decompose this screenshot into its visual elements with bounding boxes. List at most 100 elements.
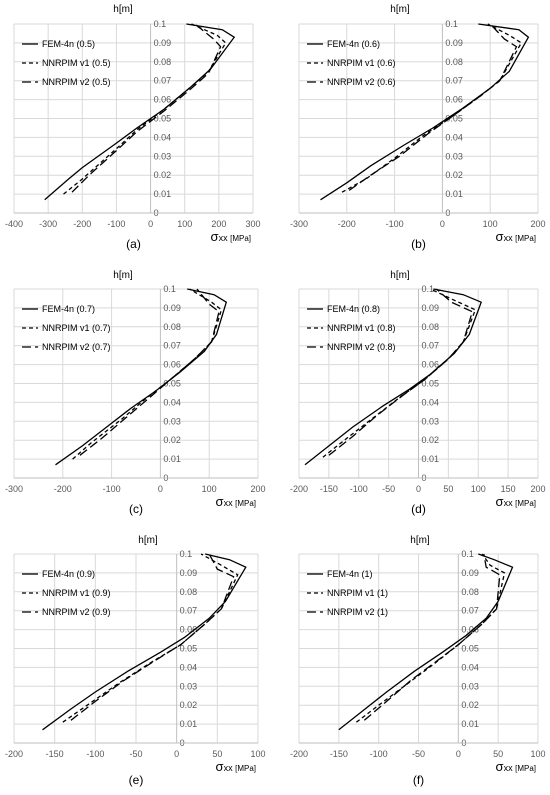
- y-tick-label: 0.05: [180, 644, 198, 654]
- x-axis-title-unit: [MPa]: [235, 499, 256, 508]
- x-tick-label: 100: [471, 484, 486, 494]
- chart-panel-4: -200 -150 -100 -50 0 50 100 150 20000.010.020.03…: [290, 270, 546, 516]
- y-tick-label: 0.03: [180, 681, 198, 691]
- y-tick-label: 0.03: [461, 681, 479, 691]
- x-axis-title: σxx [MPa]: [216, 759, 256, 774]
- y-tick-label: 0.07: [180, 606, 198, 616]
- x-tick-label: -400: [5, 219, 23, 229]
- chart-panel-2: -300 -200 -100 0 100 20000.010.020.030.040.05…: [290, 4, 546, 251]
- legend-entry-3: NNRPIM v2 (0.8): [327, 342, 396, 352]
- x-tick-label: 200: [250, 484, 265, 494]
- y-tick-label: 0.09: [154, 38, 172, 48]
- x-tick-label: 50: [212, 749, 222, 759]
- series-line-1: [44, 23, 236, 201]
- x-axis-title-symbol: σ: [496, 759, 504, 774]
- y-tick-label: 0.02: [461, 700, 479, 710]
- series-line-1: [304, 288, 483, 466]
- legend-entry-3: NNRPIM v2 (1): [327, 607, 388, 617]
- x-tick-label: -100: [103, 484, 121, 494]
- x-axis-title-subscript: xx: [224, 763, 234, 773]
- x-axis-title-subscript: xx: [504, 498, 514, 508]
- x-tick-label: 50: [493, 749, 503, 759]
- y-tick-label: 0.01: [154, 189, 172, 199]
- y-axis-title: h[m]: [113, 4, 133, 15]
- x-axis-title-unit: [MPa]: [230, 234, 251, 243]
- series-line-1: [338, 553, 514, 731]
- legend-entry-3: NNRPIM v2 (0.7): [42, 342, 111, 352]
- y-tick-label: 0.04: [422, 397, 440, 407]
- y-tick-label: 0.01: [445, 189, 463, 199]
- legend-entry-2: NNRPIM v1 (0.7): [42, 323, 111, 333]
- x-tick-label: -150: [46, 749, 64, 759]
- legend-entry-1: FEM-4n (0.6): [327, 39, 380, 49]
- x-tick-label: 0: [174, 749, 179, 759]
- x-axis-title-unit: [MPa]: [515, 234, 536, 243]
- series-line-1: [320, 23, 530, 201]
- legend-entry-2: NNRPIM v1 (0.8): [327, 323, 396, 333]
- chart-panel-3: -300 -200 -100 0 100 20000.010.020.030.040.05…: [5, 270, 266, 516]
- legend-entry-3: NNRPIM v2 (0.6): [327, 77, 396, 87]
- y-tick-label: 0.01: [461, 719, 479, 729]
- y-tick-label: 0.06: [180, 625, 198, 635]
- x-axis-title-symbol: σ: [211, 229, 219, 244]
- series-line-3: [71, 23, 222, 193]
- legend-entry-2: NNRPIM v1 (1): [327, 588, 388, 598]
- x-tick-label: -300: [290, 219, 308, 229]
- y-tick-label: 0.01: [180, 719, 198, 729]
- y-axis-title: h[m]: [390, 270, 410, 281]
- legend-entry-1: FEM-4n (0.9): [42, 569, 95, 579]
- x-axis-title-subscript: xx: [504, 763, 514, 773]
- y-tick-label: 0.1: [163, 284, 176, 294]
- x-axis-title: σxx [MPa]: [216, 494, 256, 509]
- x-tick-label: -50: [412, 749, 425, 759]
- y-tick-label: 0.03: [154, 151, 172, 161]
- x-tick-label: 0: [416, 484, 421, 494]
- y-tick-label: 0.1: [445, 19, 458, 29]
- x-tick-label: 0: [440, 219, 445, 229]
- legend-entry-2: NNRPIM v1 (0.6): [327, 58, 396, 68]
- y-tick-label: 0.06: [163, 360, 181, 370]
- chart-panel-6: -200 -150 -100 -50 0 50 10000.010.020.030.040.…: [290, 535, 546, 787]
- y-tick-label: 0.07: [461, 606, 479, 616]
- panel-label: (b): [411, 237, 426, 251]
- x-tick-label: -200: [73, 219, 91, 229]
- series-line-2: [63, 23, 227, 195]
- y-tick-label: 0.07: [163, 341, 181, 351]
- y-tick-label: 0.01: [422, 454, 440, 464]
- panel-label: (f): [413, 773, 424, 787]
- series-line-2: [341, 23, 523, 193]
- x-tick-label: -300: [39, 219, 57, 229]
- x-axis-title: σxx [MPa]: [496, 494, 536, 509]
- y-tick-label: 0.09: [445, 38, 463, 48]
- chart-panel-5: -200 -150 -100 -50 0 50 10000.010.020.030.040.…: [5, 535, 266, 787]
- y-tick-label: 0.06: [445, 95, 463, 105]
- y-tick-label: 0.03: [163, 416, 181, 426]
- y-tick-label: 0.1: [461, 549, 474, 559]
- x-tick-label: -100: [386, 219, 404, 229]
- y-tick-label: 0.05: [163, 379, 181, 389]
- x-tick-label: 100: [202, 484, 217, 494]
- legend-entry-1: FEM-4n (0.7): [42, 304, 95, 314]
- x-tick-label: -100: [107, 219, 125, 229]
- series-line-2: [72, 288, 223, 460]
- x-tick-label: -100: [86, 749, 104, 759]
- x-tick-label: -200: [338, 219, 356, 229]
- x-axis-title: σxx [MPa]: [211, 229, 251, 244]
- y-tick-label: 0.06: [154, 95, 172, 105]
- chart-panel-1: -400 -300 -200 -100 0 100 200 30000.010.020.030…: [5, 4, 261, 251]
- y-tick-label: 0.09: [180, 568, 198, 578]
- x-tick-label: 0: [456, 749, 461, 759]
- y-tick-label: 0.03: [422, 416, 440, 426]
- x-tick-label: 100: [483, 219, 498, 229]
- y-tick-label: 0.08: [163, 322, 181, 332]
- y-tick-label: 0.09: [422, 303, 440, 313]
- y-axis-title: h[m]: [410, 535, 430, 546]
- y-tick-label: 0.02: [180, 700, 198, 710]
- series-line-1: [55, 288, 228, 466]
- panel-label: (c): [129, 502, 143, 516]
- y-tick-label: 0.09: [163, 303, 181, 313]
- y-tick-label: 0.04: [163, 397, 181, 407]
- legend-entry-3: NNRPIM v2 (0.5): [42, 77, 111, 87]
- y-tick-label: 0.07: [154, 76, 172, 86]
